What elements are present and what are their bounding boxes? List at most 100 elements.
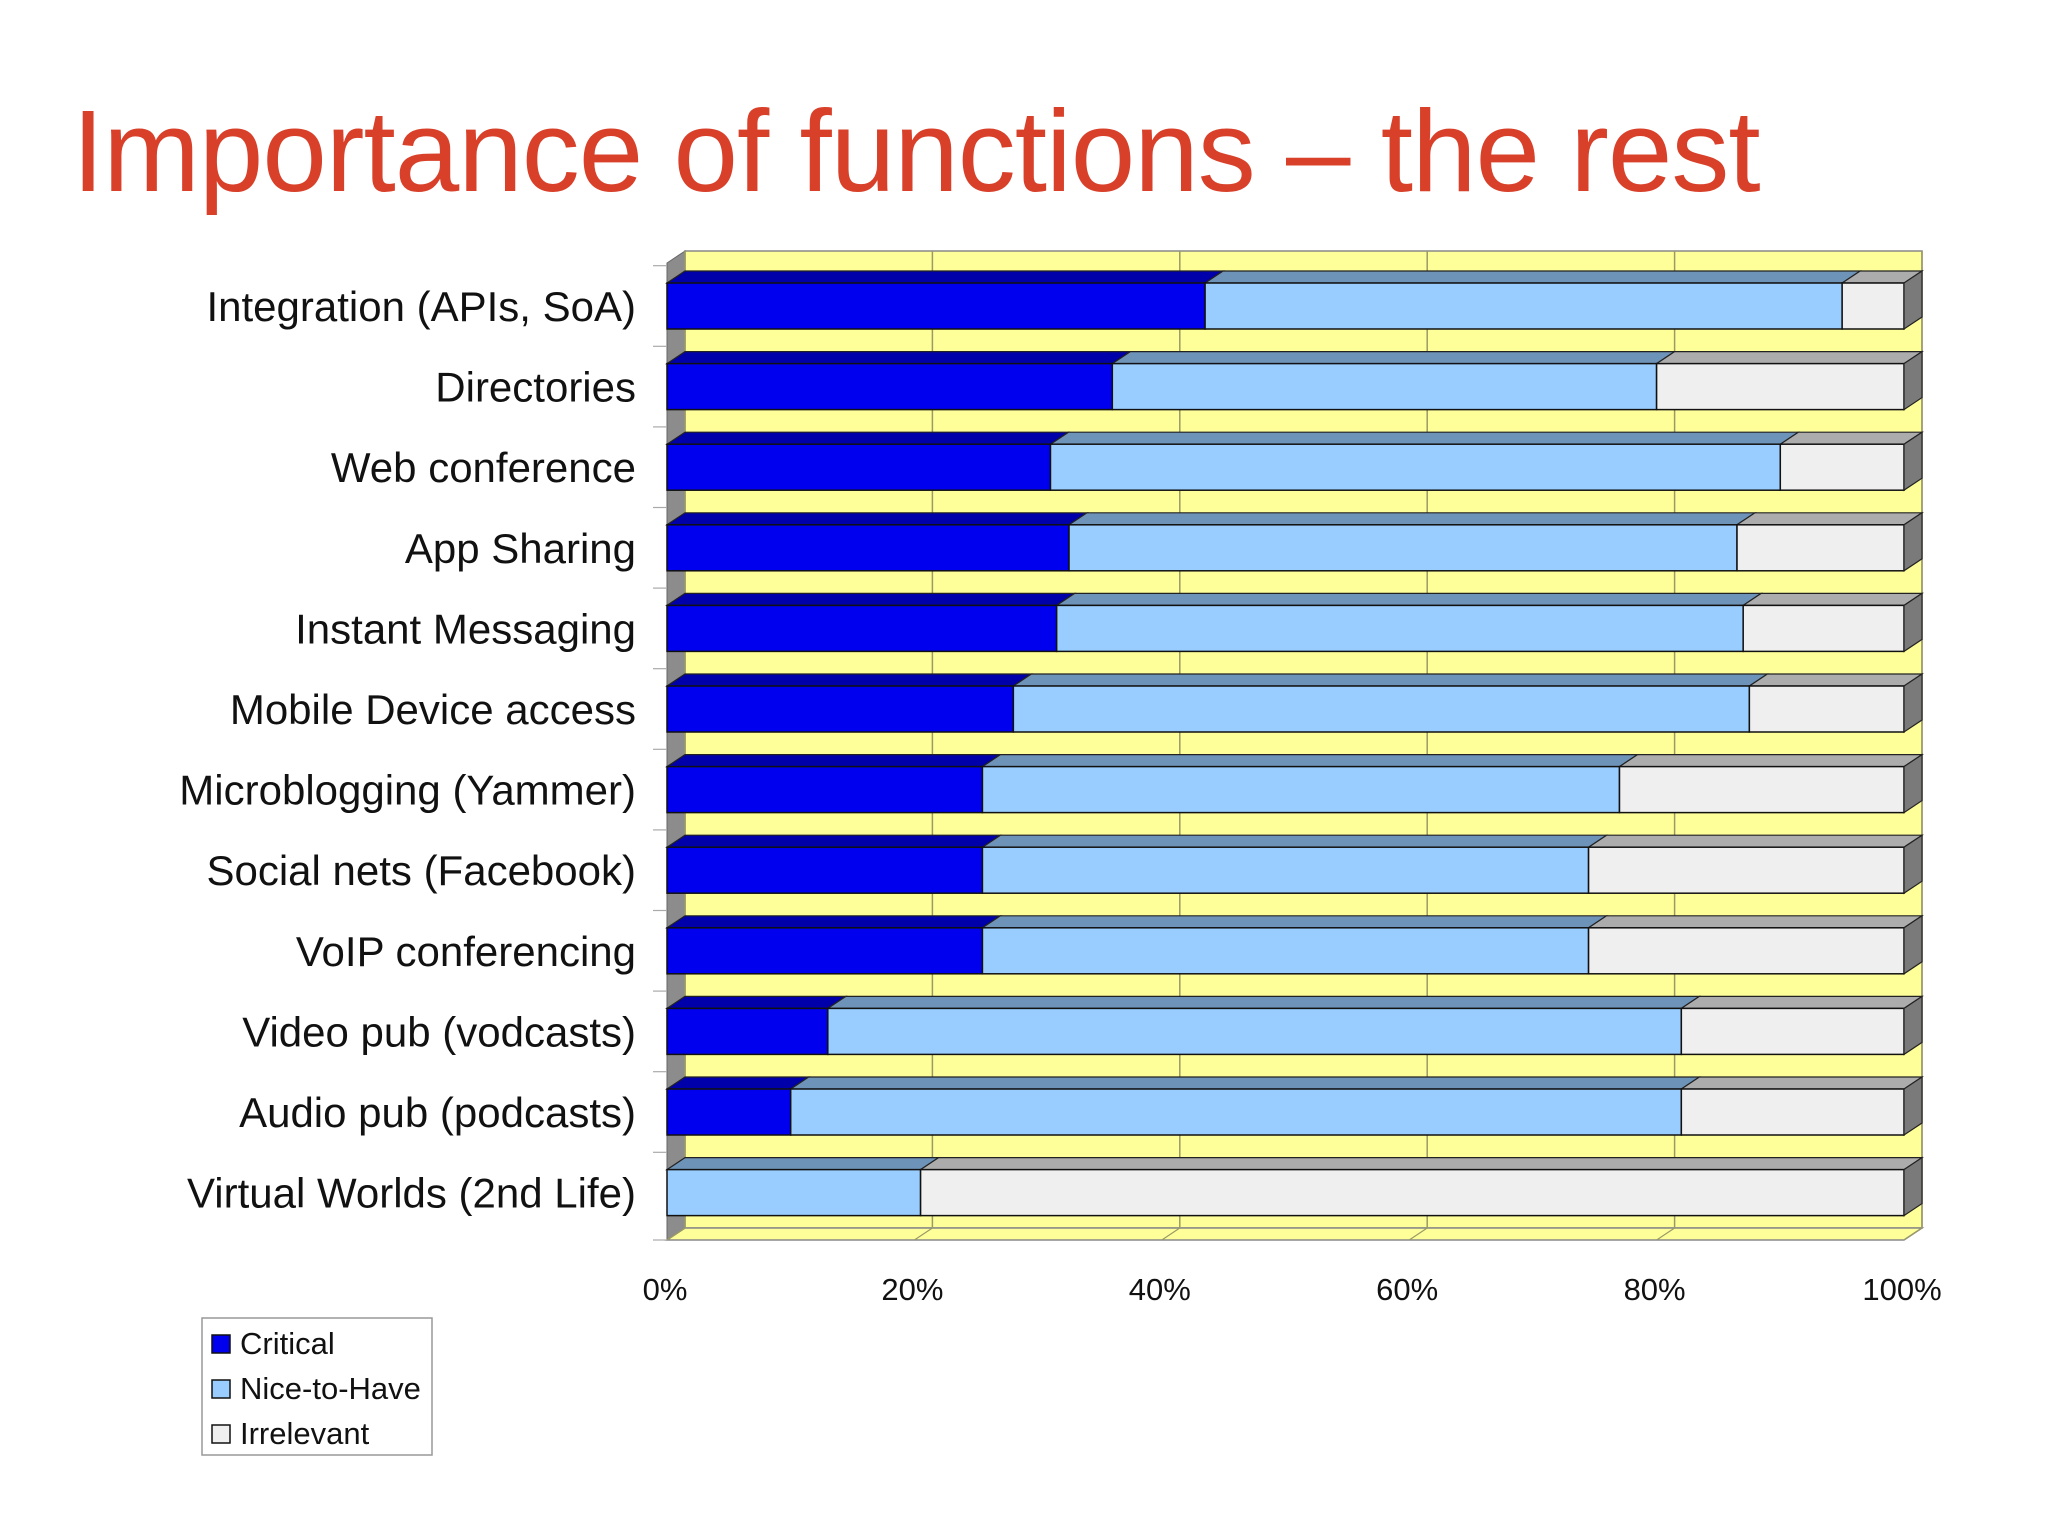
bar-segment-irrelevant [1680,1007,1905,1056]
bar-segment-irrelevant [1736,524,1905,572]
bar-end-face [1903,1075,1923,1137]
bar-row [665,1156,1924,1217]
bar-segment-irrelevant [1587,846,1905,894]
bar-segment-critical [666,765,984,814]
bar-segment-critical [666,443,1052,491]
bar-end-face [1903,269,1923,331]
bar-end-face [1903,511,1923,572]
chart-bars [665,269,1924,1217]
bar-row [665,350,1924,411]
bar-segment-critical [666,846,984,894]
x-tick-label: 0% [643,1272,688,1307]
bar-top-irrelevant [1654,351,1924,365]
bar-top-critical [665,995,848,1010]
bar-segment-nice-to-have [1049,443,1782,491]
bar-row [665,592,1924,653]
bar-segment-irrelevant [1742,604,1905,653]
bar-top-critical [665,673,1034,687]
bar-top-nice-to-have [1048,431,1801,445]
plot-floor [664,1227,1925,1241]
bar-top-irrelevant [1679,995,1924,1010]
bar-segment-critical [666,362,1114,411]
x-tick-label: 100% [1862,1272,1941,1307]
legend-label-nice-to-have: Nice-to-Have [240,1371,421,1406]
bar-segment-critical [666,1007,829,1056]
bar-row [665,834,1924,895]
x-tick-label: 20% [881,1272,943,1307]
bar-segment-nice-to-have [1204,282,1843,330]
floor-gridline [1408,1227,1428,1241]
bar-segment-irrelevant [1618,765,1905,814]
bar-top-critical [665,753,1003,768]
bar-top-nice-to-have [665,1156,941,1171]
chart-x-axis-ticks: 0% 20% 40% 60% 80% 100% [643,1272,1942,1307]
bar-top-critical [665,915,1003,929]
floor-gridline [914,1227,933,1241]
bar-top-nice-to-have [1054,592,1764,607]
bar-end-face [1903,914,1923,975]
bar-top-nice-to-have [788,1076,1702,1090]
category-label: Social nets (Facebook) [206,847,636,894]
bar-segment-nice-to-have [1012,685,1751,733]
bar-segment-irrelevant [1748,685,1905,733]
legend-swatch-irrelevant [211,1424,231,1444]
chart-category-labels: Integration (APIs, SoA) Directories Web co… [179,283,636,1217]
bar-segment-irrelevant [1841,282,1905,330]
legend-label-irrelevant: Irrelevant [240,1416,370,1451]
bar-top-irrelevant [1741,592,1924,607]
bar-row [665,269,1924,331]
plot-back-wall [684,250,1923,1229]
bar-end-face [1903,592,1923,653]
bar-row [665,995,1924,1056]
bar-segment-critical [666,1088,792,1136]
legend-label-critical: Critical [240,1326,335,1361]
bar-top-nice-to-have [1203,270,1863,284]
category-label: VoIP conferencing [296,928,636,975]
bar-top-irrelevant [1617,753,1924,768]
category-label: Virtual Worlds (2nd Life) [187,1170,636,1217]
floor-gridline [666,1227,686,1241]
bar-top-critical [665,592,1077,607]
chart-legend: Critical Nice-to-Have Irrelevant [201,1317,433,1456]
bar-segment-irrelevant [1655,362,1905,411]
bar-segment-critical [666,685,1015,733]
bar-segment-nice-to-have [827,1007,1683,1056]
bar-row [665,1075,1924,1137]
bar-top-irrelevant [1679,1076,1924,1090]
bar-segment-nice-to-have [1068,524,1738,572]
bar-segment-irrelevant [919,1168,1905,1217]
category-label: Microblogging (Yammer) [179,767,636,814]
bar-end-face [1903,753,1923,814]
bar-top-critical [665,351,1133,365]
bar-row [665,753,1924,814]
bar-top-critical [665,1076,811,1090]
legend-swatch-nice-to-have [211,1379,231,1399]
bar-top-critical [665,512,1090,526]
bar-top-nice-to-have [1067,512,1757,526]
bar-top-nice-to-have [980,834,1609,848]
floor-gridline [1656,1227,1675,1241]
floor-gridline [1161,1227,1181,1241]
bar-segment-critical [666,282,1206,330]
bar-segment-nice-to-have [1055,604,1744,653]
bar-end-face [1903,672,1923,734]
bar-segment-nice-to-have [1111,362,1658,411]
bar-top-nice-to-have [1110,351,1677,365]
bar-end-face [1903,1156,1923,1217]
bar-top-critical [665,431,1071,445]
bar-top-nice-to-have [1011,673,1770,687]
bar-top-irrelevant [1586,915,1924,929]
bar-segment-nice-to-have [981,765,1621,814]
category-label: Audio pub (podcasts) [239,1089,636,1136]
bar-segment-nice-to-have [981,927,1590,975]
bar-end-face [1903,834,1923,895]
bar-segment-critical [666,524,1070,572]
x-tick-label: 80% [1624,1272,1686,1307]
bar-top-critical [665,270,1226,284]
bar-top-irrelevant [1747,673,1924,687]
category-label: Integration (APIs, SoA) [206,283,636,330]
bar-end-face [1903,431,1923,492]
bar-segment-nice-to-have [789,1088,1683,1136]
bar-top-nice-to-have [825,995,1702,1010]
